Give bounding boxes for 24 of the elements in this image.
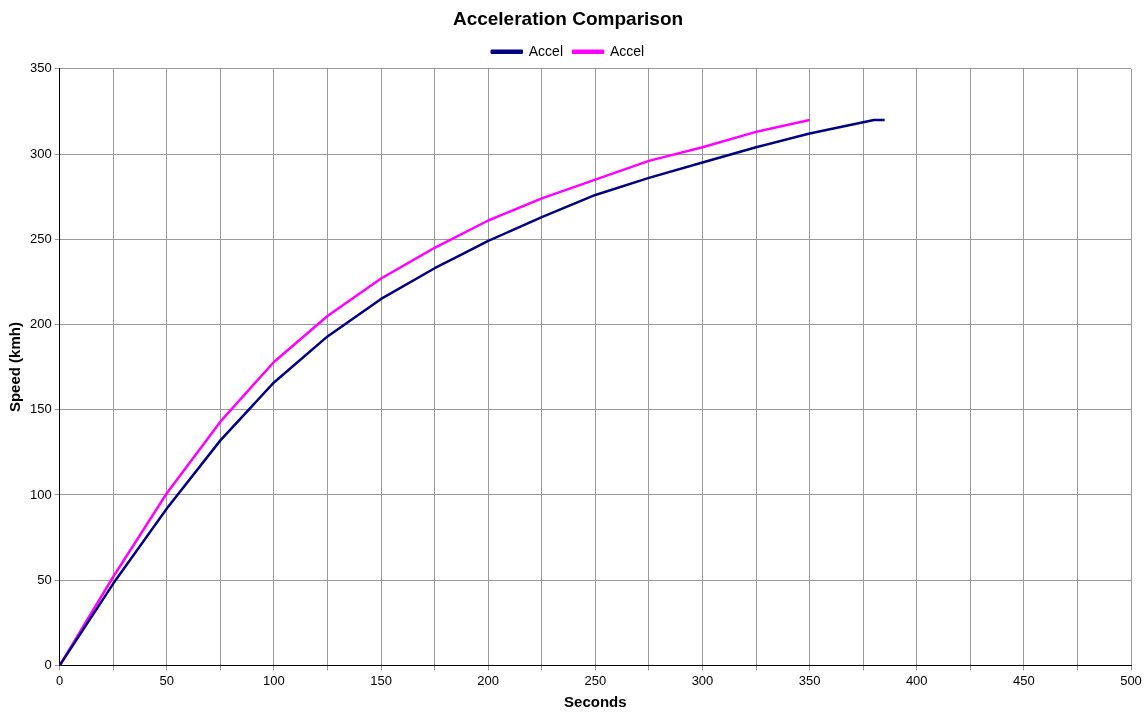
x-axis-title: Seconds xyxy=(564,693,627,711)
y-axis-title: Speed (kmh) xyxy=(6,322,24,413)
x-tick-label: 150 xyxy=(370,672,392,688)
x-tick-label: 500 xyxy=(1120,672,1142,688)
y-tick-label: 350 xyxy=(29,60,52,76)
x-tick-label: 450 xyxy=(1013,672,1035,688)
x-tick-label: 50 xyxy=(159,672,175,688)
x-tick-label: 100 xyxy=(263,672,285,688)
y-tick-label: 0 xyxy=(44,656,52,672)
x-tick-label: 300 xyxy=(691,672,714,688)
y-tick-label: 200 xyxy=(29,316,52,332)
y-tick-label: 300 xyxy=(29,145,52,161)
legend-label: Accel xyxy=(528,42,563,59)
x-tick-label: 250 xyxy=(584,672,607,688)
x-tick-label: 400 xyxy=(905,672,928,688)
y-tick-label: 250 xyxy=(29,230,52,246)
chart-title: Acceleration Comparison xyxy=(452,7,684,29)
x-tick-label: 200 xyxy=(477,672,500,688)
x-tick-label: 0 xyxy=(56,672,64,688)
legend-label: Accel xyxy=(610,42,645,59)
y-tick-label: 50 xyxy=(37,571,52,587)
y-tick-label: 150 xyxy=(29,401,52,417)
x-tick-label: 350 xyxy=(798,672,821,688)
y-tick-label: 100 xyxy=(29,486,52,502)
